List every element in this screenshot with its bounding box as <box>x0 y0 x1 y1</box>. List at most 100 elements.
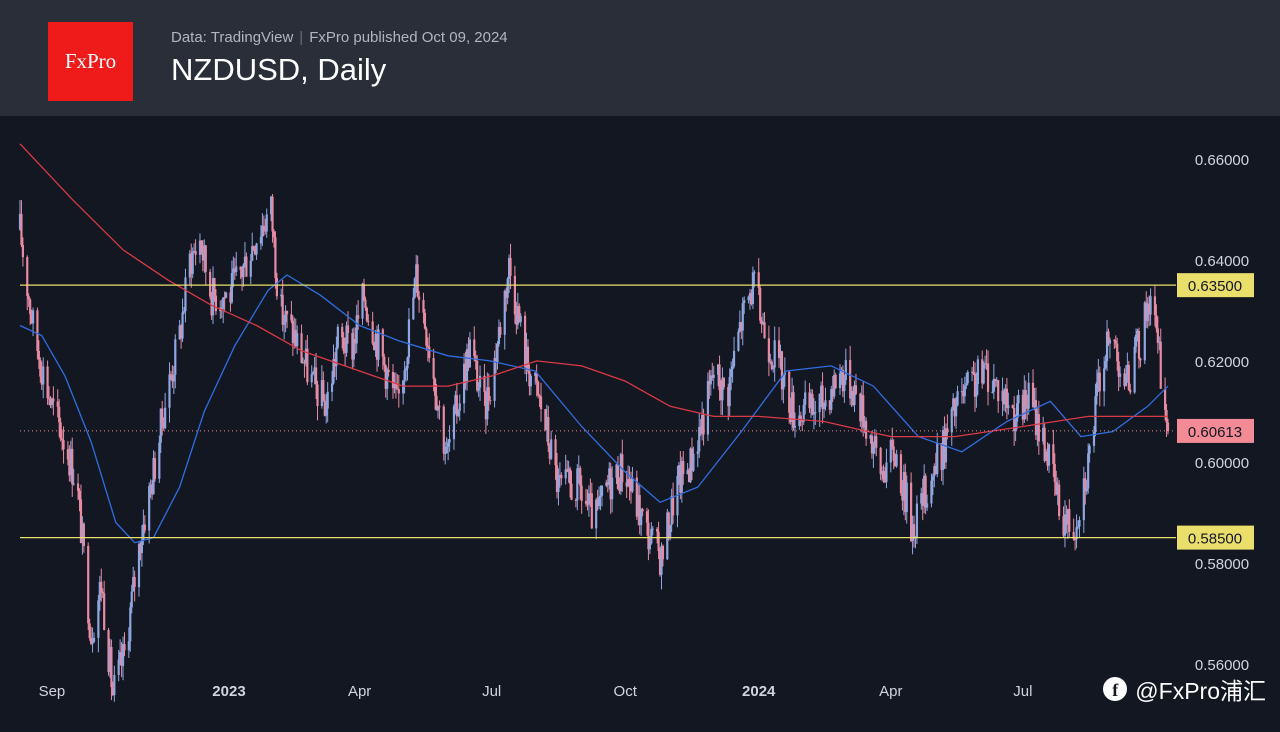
watermark-text: @FxPro浦汇 <box>1135 678 1266 704</box>
candle-body <box>168 374 171 408</box>
candle-body <box>264 229 267 232</box>
candle-body <box>666 512 669 560</box>
candle-body <box>1156 328 1159 343</box>
candle-body <box>92 637 96 642</box>
candle-body <box>629 486 633 492</box>
candle-body <box>425 328 428 346</box>
candle-body <box>79 499 83 543</box>
candle-body <box>142 524 145 540</box>
candle-body <box>153 458 157 479</box>
candle-body <box>374 334 377 350</box>
candle-body <box>88 623 91 639</box>
candle-body <box>36 310 39 351</box>
candle-body <box>529 375 532 387</box>
x-tick-label: Jul <box>482 683 501 700</box>
candle-body <box>828 400 831 410</box>
candle-body <box>640 509 643 526</box>
candle-body <box>312 371 315 375</box>
candle-body <box>859 393 862 422</box>
candle-body <box>1046 451 1049 466</box>
candle-body <box>143 524 146 531</box>
candle-body <box>436 406 440 411</box>
candle-body <box>393 382 396 389</box>
candle-body <box>687 469 691 483</box>
x-tick-label: Apr <box>879 683 902 700</box>
chart-area: 0.66000 0.64000 0.62000 0.60000 0.58000 0.560… <box>0 116 1280 732</box>
candle-body <box>101 591 104 594</box>
candle-body <box>892 446 895 461</box>
candle-body <box>537 381 540 396</box>
candle-body <box>698 426 701 452</box>
candle-body <box>844 360 847 381</box>
candle-body <box>483 375 486 392</box>
candle-body <box>463 363 466 404</box>
candle-body <box>203 245 206 261</box>
candle-body <box>741 303 744 331</box>
candle-body <box>18 213 22 230</box>
candle-body <box>670 495 673 525</box>
candle-body <box>341 326 344 338</box>
watermark: f @FxPro浦汇 <box>1103 672 1266 706</box>
candle-body <box>1021 394 1024 420</box>
candle-body <box>1068 509 1071 532</box>
candle-body <box>454 395 457 407</box>
candle-body <box>406 357 409 369</box>
candle-body <box>107 629 110 672</box>
candle-body <box>924 475 927 508</box>
candle-body <box>281 294 284 325</box>
candle-body <box>1076 526 1080 528</box>
candle-body <box>534 372 537 376</box>
candle-body <box>200 240 203 254</box>
candle-body <box>875 436 878 448</box>
fast-moving-average-line <box>19 274 1169 544</box>
candle-body <box>923 475 926 506</box>
candle-body <box>29 299 32 315</box>
candle-body <box>1087 453 1090 489</box>
candle-body <box>497 326 501 344</box>
candle-body <box>747 296 750 301</box>
candle-body <box>1158 341 1161 343</box>
candle-body <box>1047 444 1051 466</box>
candle-body <box>997 380 1000 402</box>
candle-body <box>261 225 264 237</box>
candle-body <box>346 325 350 333</box>
candle-body <box>696 451 699 454</box>
candle-body <box>314 367 318 385</box>
candle-body <box>513 275 517 315</box>
candle-body <box>788 371 791 413</box>
candle-body <box>862 395 865 428</box>
candle-body <box>1129 389 1132 393</box>
x-tick-label: Apr <box>348 683 371 700</box>
candle-body <box>294 329 297 347</box>
candle-body <box>802 404 805 422</box>
support-level-label-box <box>1177 525 1254 550</box>
candle-body <box>381 329 384 357</box>
candle-body <box>637 494 640 517</box>
candle-body <box>1139 358 1142 361</box>
candle-body <box>799 415 802 420</box>
candle-body <box>1146 303 1149 322</box>
candle-body <box>46 366 49 399</box>
candle-body <box>872 445 875 454</box>
candle-body <box>152 458 155 495</box>
candle-body <box>509 257 512 276</box>
candle-body <box>818 393 821 413</box>
candle-body <box>905 482 908 513</box>
candle-body <box>150 484 154 495</box>
candle-body <box>182 311 186 313</box>
candle-body <box>834 374 837 389</box>
candle-body <box>812 412 815 415</box>
candle-body <box>489 400 492 402</box>
candle-body <box>1058 484 1061 517</box>
candle-body <box>711 375 714 378</box>
candle-body <box>371 321 374 344</box>
candle-body <box>708 381 711 385</box>
candle-body <box>722 377 725 388</box>
candle-body <box>1088 445 1091 454</box>
candle-body <box>1062 516 1065 536</box>
candle-body <box>100 581 103 592</box>
candle-body <box>81 523 84 543</box>
candle-body <box>69 448 72 476</box>
candle-body <box>473 339 476 357</box>
candle-body <box>413 278 416 298</box>
